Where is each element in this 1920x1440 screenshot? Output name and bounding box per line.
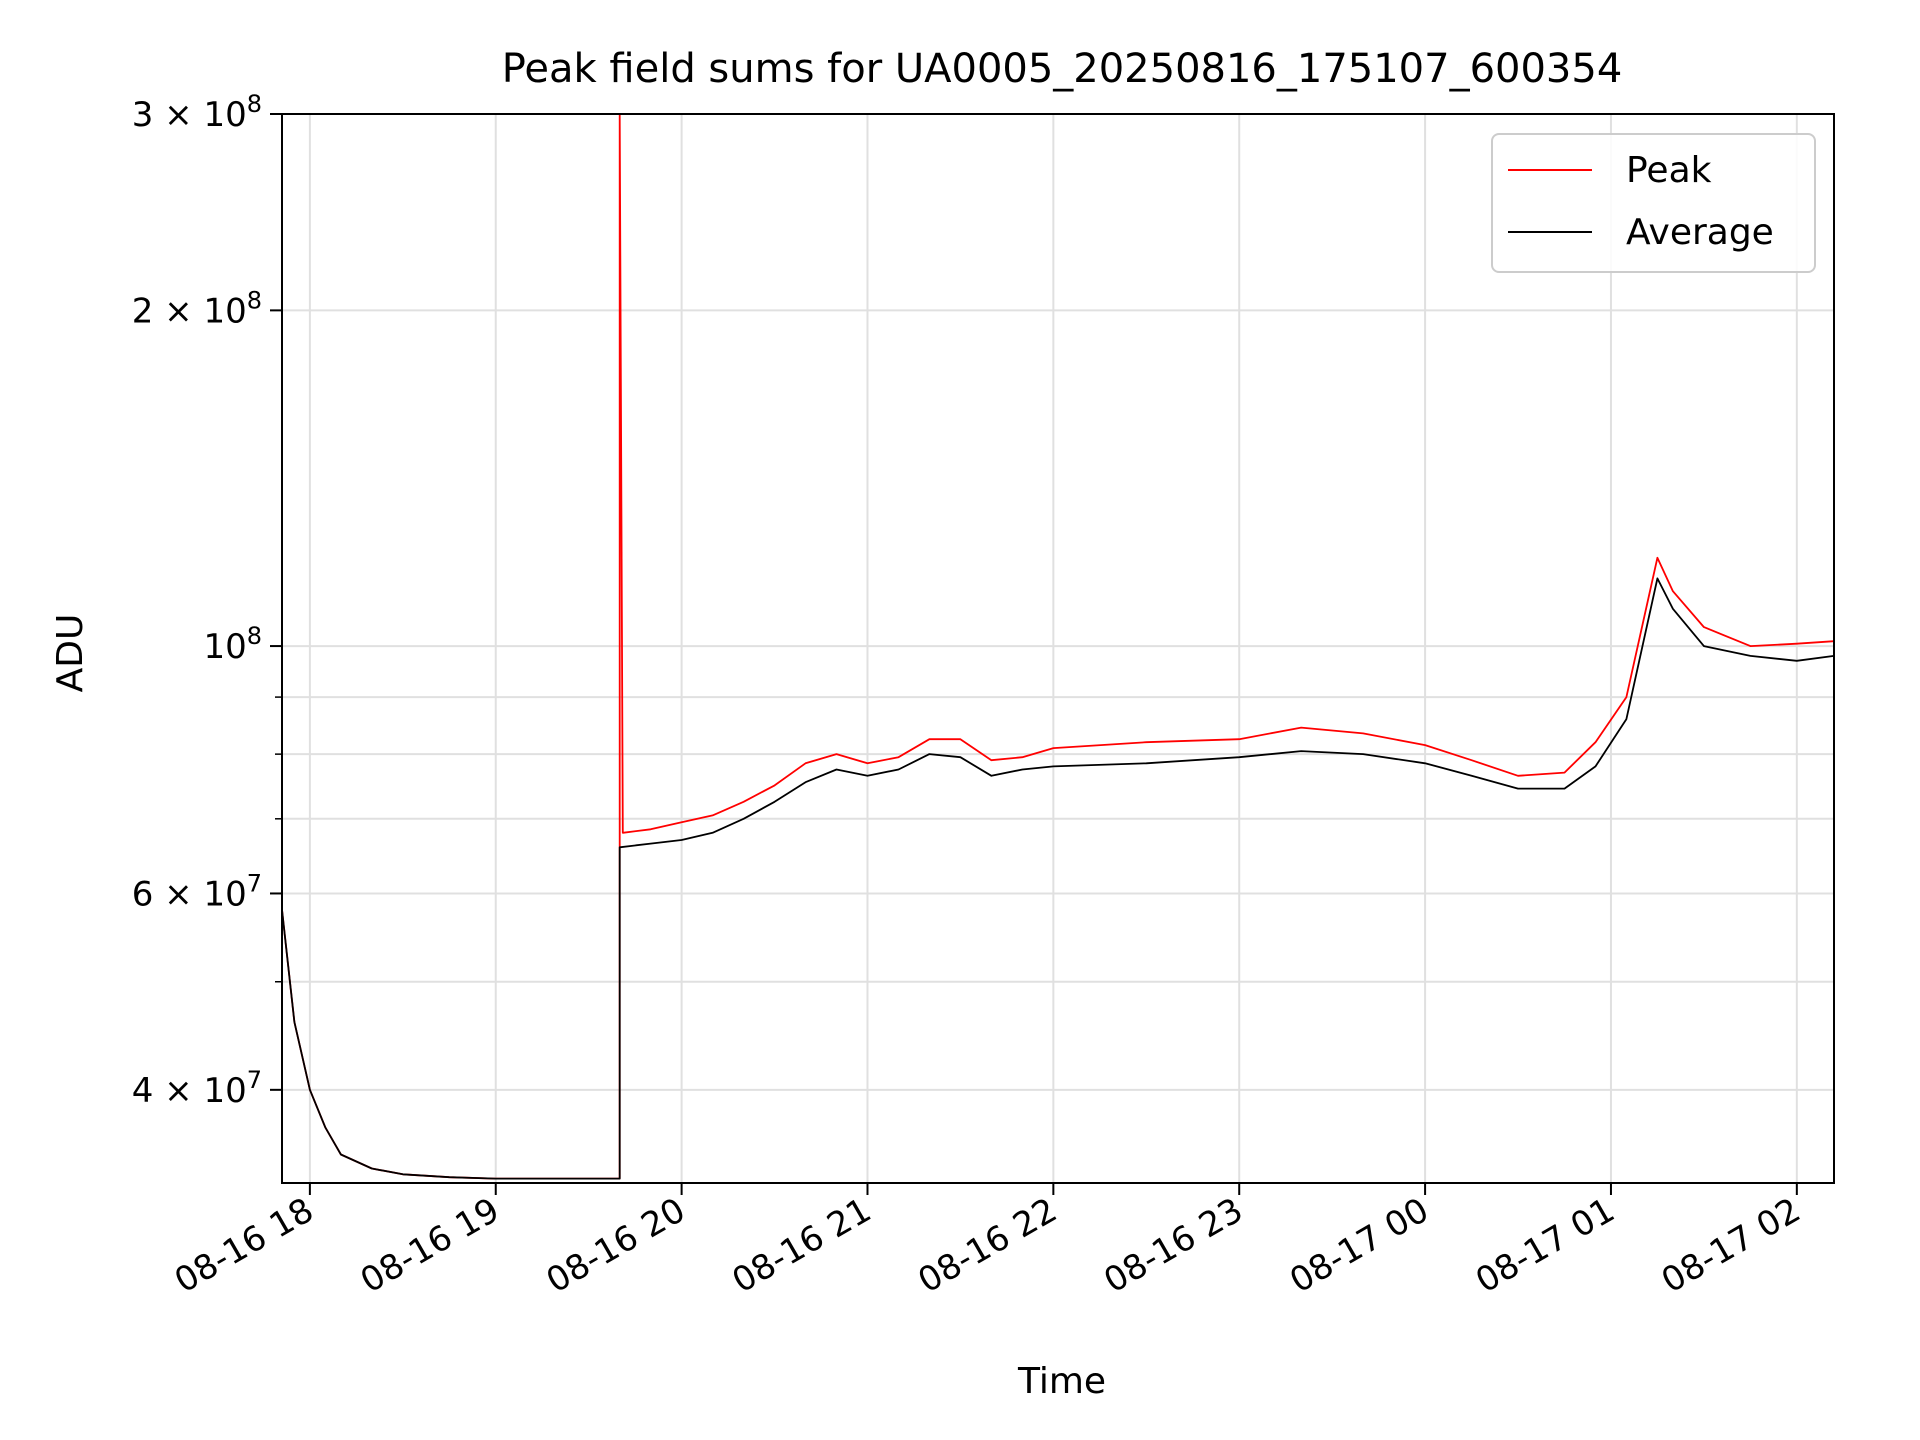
series-layer: [281, 113, 1835, 1180]
y-tick-label: 2 × 108: [132, 286, 262, 331]
legend-box: [1491, 133, 1816, 273]
y-tick-label: 108: [203, 622, 262, 667]
y-axis: 4 × 107 6 × 107 108 2 × 108 3 × 108: [132, 90, 282, 1111]
series-line-average: [281, 577, 1835, 1180]
plot-frame: [281, 113, 1835, 1184]
y-tick-label: 6 × 107: [132, 869, 262, 914]
y-tick-label: 3 × 108: [132, 90, 262, 135]
legend: Peak Average: [1491, 133, 1816, 273]
y-tick-label: 4 × 107: [132, 1066, 262, 1111]
x-axis-label: Time: [1017, 1361, 1106, 1402]
chart-title: Peak field sums for UA0005_20250816_1751…: [502, 46, 1623, 92]
grid: [282, 113, 1834, 1183]
legend-label-peak: Peak: [1626, 150, 1712, 191]
legend-label-average: Average: [1626, 212, 1774, 253]
y-axis-label: ADU: [50, 614, 91, 693]
